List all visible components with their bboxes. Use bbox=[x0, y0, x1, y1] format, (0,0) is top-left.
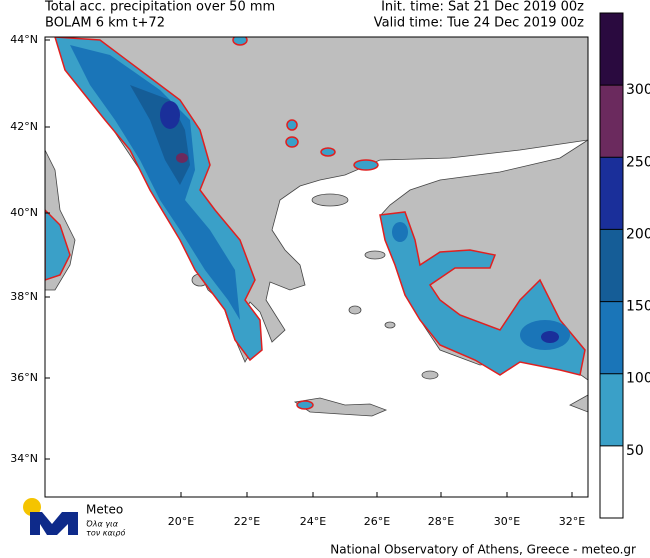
cyprus bbox=[569, 394, 588, 413]
precip-area bbox=[160, 101, 180, 129]
precip-area bbox=[45, 208, 71, 281]
lat-label: 40°N bbox=[10, 206, 38, 219]
colorbar: 50 100 150 200 250 300 bbox=[599, 12, 650, 519]
logo-slogan: τον καιρό bbox=[86, 528, 125, 538]
precip-area bbox=[286, 119, 298, 131]
lon-label: 22°E bbox=[234, 515, 260, 528]
footer: National Observatory of Athens, Greece -… bbox=[330, 543, 636, 557]
colorbar-label: 250 bbox=[626, 154, 650, 170]
precip-area bbox=[541, 331, 559, 343]
lon-labels: 20°E 22°E 24°E 26°E 28°E 30°E 32°E bbox=[168, 492, 585, 528]
colorbar-label: 50 bbox=[626, 443, 644, 459]
colorbar-label: 300 bbox=[626, 82, 650, 98]
logo-slogan: Όλα για bbox=[86, 519, 119, 529]
colorbar-segment bbox=[600, 157, 623, 230]
colorbar-frame bbox=[599, 12, 624, 519]
precip-area bbox=[296, 400, 314, 410]
lat-label: 42°N bbox=[10, 120, 38, 133]
map-frame bbox=[44, 36, 589, 498]
logo-sun bbox=[23, 498, 41, 516]
lon-label: 26°E bbox=[364, 515, 390, 528]
colorbar-segment bbox=[600, 373, 623, 446]
lat-label: 34°N bbox=[10, 452, 38, 465]
lon-label: 24°E bbox=[300, 515, 326, 528]
precip-area bbox=[232, 37, 248, 46]
precip-area bbox=[353, 159, 379, 171]
logo-name: Meteo bbox=[86, 503, 123, 517]
precip-area bbox=[320, 147, 336, 157]
lat-label: 36°N bbox=[10, 371, 38, 384]
lon-label: 28°E bbox=[428, 515, 454, 528]
lat-label: 38°N bbox=[10, 290, 38, 303]
crete bbox=[293, 397, 388, 417]
lon-label: 32°E bbox=[559, 515, 585, 528]
model: BOLAM 6 km t+72 bbox=[45, 16, 165, 31]
logo: Meteo Όλα για τον καιρό bbox=[23, 498, 125, 538]
island bbox=[311, 193, 349, 207]
precip-area bbox=[70, 45, 240, 320]
lon-label: 20°E bbox=[168, 515, 194, 528]
colorbar-segment bbox=[600, 85, 623, 158]
lon-label: 30°E bbox=[494, 515, 520, 528]
lat-label: 44°N bbox=[10, 33, 38, 46]
lat-labels: 44°N 42°N 40°N 38°N 36°N 34°N bbox=[10, 33, 50, 465]
precip-area bbox=[54, 37, 263, 362]
precip-area bbox=[392, 222, 408, 242]
title: Total acc. precipitation over 50 mm bbox=[44, 0, 275, 15]
island bbox=[384, 321, 396, 329]
colorbar-segment bbox=[600, 13, 623, 86]
valid-time: Valid time: Tue 24 Dec 2019 00z bbox=[374, 16, 584, 31]
precip-area bbox=[176, 153, 188, 163]
precip-area bbox=[285, 136, 299, 148]
island bbox=[348, 305, 362, 315]
colorbar-segment bbox=[600, 301, 623, 374]
init-time: Init. time: Sat 21 Dec 2019 00z bbox=[381, 0, 584, 15]
colorbar-label: 150 bbox=[626, 299, 650, 315]
logo-mark bbox=[30, 512, 78, 535]
colorbar-segment bbox=[600, 445, 623, 518]
colorbar-label: 200 bbox=[626, 226, 650, 242]
island bbox=[364, 250, 386, 260]
colorbar-segment bbox=[600, 229, 623, 302]
map bbox=[44, 36, 589, 498]
colorbar-label: 100 bbox=[626, 371, 650, 387]
island bbox=[421, 370, 439, 380]
